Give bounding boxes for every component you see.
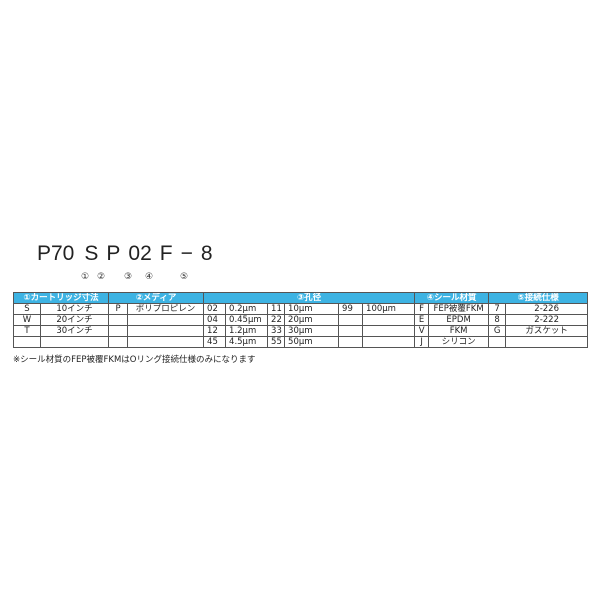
table-cell: E bbox=[414, 314, 430, 326]
table-cell bbox=[338, 314, 364, 326]
table-cell bbox=[13, 336, 41, 348]
header-row: ①カートリッジ寸法 ②メディア ③孔径 ④シール材質 ⑤接続仕様 bbox=[12, 292, 589, 304]
table-cell bbox=[108, 314, 129, 326]
table-cell bbox=[362, 314, 416, 326]
table-cell: EPDM bbox=[428, 314, 490, 326]
table-cell: 04 bbox=[203, 314, 227, 326]
table-cell: 45 bbox=[203, 336, 227, 348]
table-cell: P bbox=[108, 303, 129, 315]
marker: ③ bbox=[124, 272, 133, 282]
table-cell: 55 bbox=[267, 336, 286, 348]
table-cell: 11 bbox=[267, 303, 286, 315]
part-number: P70 S P 02 F − 8 bbox=[37, 242, 213, 266]
marker: ⑤ bbox=[180, 272, 189, 282]
table-row: W 20インチ 04 0.45μm 22 20μm E EPDM 8 2-222 bbox=[13, 314, 589, 326]
table-cell: 1.2μm bbox=[225, 325, 269, 337]
table-cell: J bbox=[414, 336, 430, 348]
table-cell: 100μm bbox=[362, 303, 416, 315]
table-cell: 10μm bbox=[284, 303, 340, 315]
table-cell: 2-226 bbox=[505, 303, 589, 315]
table-cell: 02 bbox=[203, 303, 227, 315]
header-pore-size: ③孔径 bbox=[203, 292, 416, 304]
table-cell: 0.2μm bbox=[225, 303, 269, 315]
code-media: P bbox=[106, 242, 121, 265]
code-seal: F bbox=[159, 242, 173, 265]
footnote: ※シール材質のFEP被覆FKMはOリング接続仕様のみになります bbox=[13, 355, 256, 365]
table-row: T 30インチ 12 1.2μm 33 30μm V FKM G ガスケット bbox=[13, 325, 589, 337]
header-connection: ⑤接続仕様 bbox=[488, 292, 589, 304]
table-cell: 4.5μm bbox=[225, 336, 269, 348]
table-cell: 7 bbox=[488, 303, 507, 315]
table-cell bbox=[488, 336, 507, 348]
table-cell bbox=[362, 325, 416, 337]
table-cell: F bbox=[414, 303, 430, 315]
table-row: S 10インチ P ポリプロピレン 02 0.2μm 11 10μm 99 100μm F FEP被覆… bbox=[13, 303, 589, 315]
table-cell bbox=[505, 336, 589, 348]
table-cell: G bbox=[488, 325, 507, 337]
table-cell bbox=[362, 336, 416, 348]
code-pore: 02 bbox=[128, 242, 152, 265]
table-cell: 50μm bbox=[284, 336, 340, 348]
table-cell: 8 bbox=[488, 314, 507, 326]
table-cell: 22 bbox=[267, 314, 286, 326]
table-cell: 0.45μm bbox=[225, 314, 269, 326]
table-cell: ポリプロピレン bbox=[127, 303, 205, 315]
table-cell bbox=[127, 336, 205, 348]
table-cell: 99 bbox=[338, 303, 364, 315]
table-cell: S bbox=[13, 303, 41, 315]
table-cell: 30μm bbox=[284, 325, 340, 337]
table-cell: 12 bbox=[203, 325, 227, 337]
marker: ④ bbox=[145, 272, 154, 282]
code-connection: 8 bbox=[200, 242, 213, 265]
table-cell bbox=[108, 325, 129, 337]
table-cell: W bbox=[13, 314, 41, 326]
code-dash: − bbox=[180, 242, 193, 265]
header-media: ②メディア bbox=[108, 292, 205, 304]
table-cell: T bbox=[13, 325, 41, 337]
table-cell: FKM bbox=[428, 325, 490, 337]
spec-table: ①カートリッジ寸法 ②メディア ③孔径 ④シール材質 ⑤接続仕様 S 10インチ P… bbox=[12, 292, 589, 348]
table-cell: 20μm bbox=[284, 314, 340, 326]
table-cell bbox=[127, 314, 205, 326]
code-size: S bbox=[84, 242, 99, 265]
header-cartridge-size: ①カートリッジ寸法 bbox=[12, 292, 110, 304]
table-cell: 30インチ bbox=[39, 325, 110, 337]
table-cell: 20インチ bbox=[39, 314, 110, 326]
table-cell: 2-222 bbox=[505, 314, 589, 326]
table-cell: 33 bbox=[267, 325, 286, 337]
table-cell: シリコン bbox=[428, 336, 490, 348]
table-cell bbox=[108, 336, 129, 348]
table-cell bbox=[338, 336, 364, 348]
table-cell bbox=[39, 336, 110, 348]
table-cell: V bbox=[414, 325, 430, 337]
table-cell: FEP被覆FKM bbox=[428, 303, 490, 315]
table-cell: 10インチ bbox=[39, 303, 110, 315]
table-cell: ガスケット bbox=[505, 325, 589, 337]
marker: ① bbox=[81, 272, 90, 282]
table-cell bbox=[338, 325, 364, 337]
table-cell bbox=[127, 325, 205, 337]
marker: ② bbox=[97, 272, 106, 282]
code-series: P70 bbox=[37, 242, 75, 265]
table-row: 45 4.5μm 55 50μm J シリコン bbox=[13, 336, 589, 348]
header-seal-material: ④シール材質 bbox=[414, 292, 490, 304]
